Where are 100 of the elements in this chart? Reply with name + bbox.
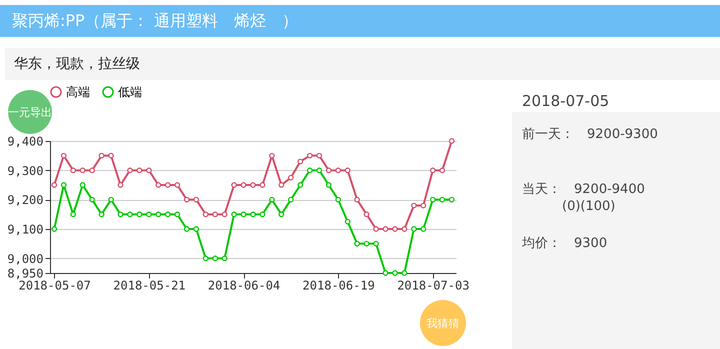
point	[156, 182, 162, 188]
legend-label: 低端	[118, 85, 142, 99]
point	[392, 270, 398, 276]
point	[174, 182, 180, 188]
point	[98, 212, 104, 218]
point	[420, 202, 426, 208]
point	[127, 212, 133, 218]
x-tick-label: 2018-06-04	[208, 278, 280, 292]
point	[269, 196, 275, 202]
point	[80, 168, 86, 174]
point	[344, 218, 350, 224]
point	[326, 182, 332, 188]
point	[373, 226, 379, 232]
point	[430, 168, 436, 174]
text: 当天： 9200-9400	[522, 181, 645, 198]
point	[382, 226, 388, 232]
point	[326, 168, 332, 174]
point	[222, 256, 228, 262]
point	[80, 182, 86, 188]
point	[164, 212, 171, 218]
point	[250, 212, 256, 218]
y-tick-label: 9,300	[7, 164, 44, 178]
point	[89, 196, 95, 202]
point	[411, 226, 417, 232]
y-tick-label: 9,000	[7, 252, 44, 266]
round-button: 我猜猜	[420, 300, 466, 346]
y-tick-label: 8,950	[7, 266, 44, 280]
point	[411, 202, 417, 208]
point	[231, 182, 237, 188]
x-tick-label: 2018-05-07	[18, 278, 91, 292]
point	[136, 168, 142, 174]
point	[354, 196, 360, 202]
text: (0)(100)	[562, 199, 616, 214]
point	[335, 196, 342, 202]
point	[439, 196, 446, 202]
point	[184, 226, 190, 232]
text: 2018-07-05	[522, 92, 610, 110]
point	[344, 168, 350, 174]
x-tick-label: 2018-05-21	[113, 278, 186, 292]
point	[364, 212, 370, 218]
point	[60, 182, 67, 188]
point	[108, 152, 114, 158]
point	[60, 152, 67, 158]
point	[240, 182, 246, 188]
point	[278, 182, 284, 188]
point	[89, 168, 95, 174]
text: 前一天： 9200-9300	[522, 126, 658, 143]
point	[260, 182, 266, 188]
chart-title: 聚丙烯:PP（属于： 通用塑料 烯烃 ）	[0, 5, 720, 37]
y-tick-label: 9,200	[7, 193, 44, 208]
point	[269, 152, 275, 158]
point	[174, 212, 180, 218]
point	[250, 182, 256, 188]
point	[164, 182, 171, 188]
point	[70, 212, 76, 218]
point	[288, 174, 294, 180]
point	[382, 270, 388, 276]
point	[51, 226, 58, 232]
point	[260, 212, 266, 218]
point	[373, 240, 379, 246]
point	[354, 240, 360, 246]
point	[335, 168, 342, 174]
round-button: 一元导出	[8, 90, 52, 134]
point	[439, 168, 446, 174]
point	[98, 152, 104, 158]
point	[118, 182, 124, 188]
point	[212, 212, 218, 218]
point	[316, 152, 322, 158]
point	[118, 212, 124, 218]
point	[288, 196, 294, 202]
point	[193, 196, 200, 202]
point	[222, 212, 228, 218]
text: 均价： 9300	[522, 235, 608, 252]
point	[402, 226, 408, 232]
point	[278, 212, 284, 218]
point	[146, 212, 152, 218]
y-tick-label: 9,100	[7, 222, 44, 236]
point	[297, 182, 304, 188]
y-tick-label: 9,400	[7, 134, 44, 148]
point	[51, 182, 58, 188]
point	[297, 158, 304, 164]
point	[202, 212, 209, 218]
point	[202, 256, 209, 262]
point	[184, 196, 190, 202]
point	[231, 212, 237, 218]
point	[316, 168, 322, 174]
point	[108, 196, 114, 202]
point	[70, 168, 76, 174]
point	[448, 196, 455, 202]
point	[306, 152, 313, 158]
point	[306, 168, 313, 174]
point	[420, 226, 426, 232]
point	[448, 138, 455, 144]
legend-label: 高端	[66, 85, 90, 99]
point	[156, 212, 162, 218]
point	[364, 240, 370, 246]
point	[146, 168, 152, 174]
point	[212, 256, 218, 262]
point	[193, 226, 200, 232]
point	[430, 196, 436, 202]
